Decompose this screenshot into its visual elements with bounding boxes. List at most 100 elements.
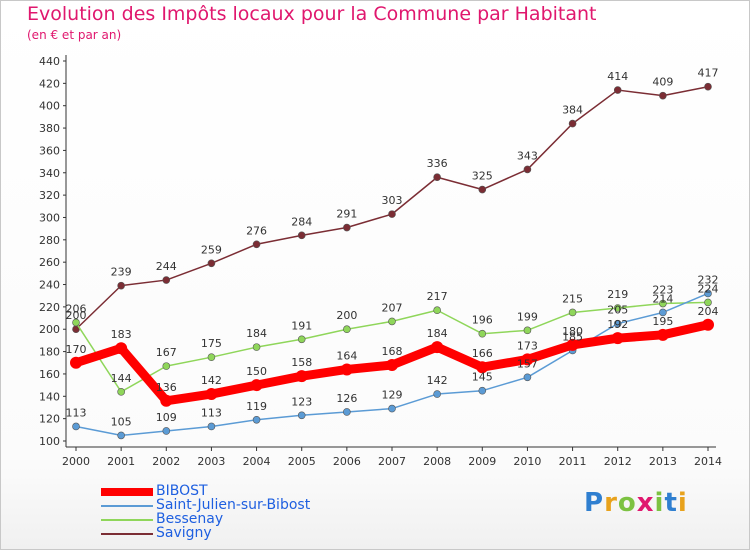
data-point-bibost (115, 342, 128, 355)
data-point-savigny (162, 276, 171, 284)
data-label-saint-julien-sur-bibost: 123 (291, 395, 312, 408)
data-point-saint-julien-sur-bibost (297, 411, 306, 420)
data-label-savigny: 284 (291, 215, 312, 228)
legend-label-saint-julien: Saint-Julien-sur-Bibost (156, 497, 311, 513)
data-point-bessenay (252, 343, 261, 351)
data-point-savigny (659, 91, 667, 100)
data-label-bibost: 183 (111, 328, 132, 341)
y-tick-label: 440 (39, 55, 60, 68)
x-tick-label: 2005 (288, 455, 316, 468)
data-label-bessenay: 191 (291, 319, 312, 332)
data-label-bessenay: 200 (336, 309, 357, 322)
data-label-bessenay: 206 (66, 303, 87, 316)
data-label-bibost: 173 (517, 339, 538, 352)
data-label-saint-julien-sur-bibost: 105 (111, 415, 132, 428)
legend-item-bibost: BIBOST (101, 483, 361, 499)
data-point-saint-julien-sur-bibost (704, 289, 712, 298)
data-point-savigny (478, 185, 487, 194)
data-point-bessenay (162, 362, 171, 370)
data-point-saint-julien-sur-bibost (659, 308, 667, 317)
data-point-savigny (433, 173, 441, 182)
data-point-saint-julien-sur-bibost (207, 422, 216, 431)
data-label-bibost: 184 (427, 327, 448, 340)
data-label-bessenay: 199 (517, 310, 538, 323)
legend-swatch-bibost (101, 488, 153, 496)
legend-swatch-savigny (101, 533, 153, 535)
data-label-saint-julien-sur-bibost: 157 (517, 357, 538, 370)
data-point-bibost (702, 318, 714, 331)
legend-label-bibost: BIBOST (156, 483, 208, 499)
legend-swatch-bessenay (101, 519, 153, 521)
data-label-bibost: 142 (201, 374, 222, 387)
data-label-bessenay: 223 (652, 284, 673, 297)
data-label-saint-julien-sur-bibost: 142 (427, 374, 448, 387)
data-label-bibost: 180 (562, 325, 583, 338)
x-tick-label: 2007 (378, 455, 406, 468)
data-point-bibost (340, 363, 353, 376)
data-point-savigny (297, 231, 306, 240)
y-tick-label: 400 (39, 100, 60, 113)
data-point-bessenay (613, 304, 622, 312)
data-label-bibost: 136 (156, 381, 177, 394)
data-label-saint-julien-sur-bibost: 113 (66, 406, 87, 419)
data-label-saint-julien-sur-bibost: 119 (246, 400, 267, 413)
data-label-savigny: 343 (517, 149, 538, 162)
x-tick-label: 2000 (62, 455, 90, 468)
data-point-bibost (250, 379, 263, 392)
data-label-saint-julien-sur-bibost: 126 (336, 392, 357, 405)
x-tick-label: 2004 (243, 455, 271, 468)
legend-label-bessenay: Bessenay (156, 511, 224, 527)
data-point-saint-julien-sur-bibost (388, 404, 396, 413)
data-point-savigny (117, 281, 125, 290)
data-point-bessenay (297, 335, 306, 344)
chart-title: Evolution des Impôts locaux pour la Comm… (27, 3, 597, 25)
data-label-bessenay: 167 (156, 346, 177, 359)
data-label-savigny: 384 (562, 104, 583, 117)
data-point-saint-julien-sur-bibost (117, 431, 125, 440)
data-point-savigny (388, 210, 396, 218)
data-label-savigny: 417 (698, 67, 719, 80)
data-label-saint-julien-sur-bibost: 145 (472, 371, 493, 384)
legend-item-bessenay: Bessenay (101, 511, 361, 527)
data-label-saint-julien-sur-bibost: 214 (652, 292, 673, 305)
x-tick-label: 2009 (468, 455, 496, 468)
data-point-savigny (613, 86, 622, 94)
chart-subtitle: (en € et par an) (27, 28, 122, 42)
data-point-savigny (568, 119, 577, 128)
x-tick-label: 2001 (107, 455, 135, 468)
y-tick-label: 340 (39, 167, 60, 180)
legend-label-savigny: Savigny (156, 525, 212, 541)
data-point-bibost (611, 332, 624, 345)
y-tick-label: 280 (39, 234, 60, 247)
data-point-bessenay (433, 306, 441, 315)
data-label-bibost: 195 (652, 315, 673, 328)
data-label-bessenay: 175 (201, 337, 222, 350)
y-tick-label: 260 (39, 256, 60, 269)
data-label-bessenay: 196 (472, 314, 493, 327)
data-label-savigny: 303 (382, 194, 403, 207)
y-tick-label: 120 (39, 413, 60, 426)
data-point-saint-julien-sur-bibost (433, 390, 441, 398)
data-point-bessenay (207, 353, 216, 361)
data-label-saint-julien-sur-bibost: 205 (607, 304, 628, 317)
data-label-savigny: 414 (607, 70, 628, 83)
x-tick-label: 2010 (513, 455, 541, 468)
data-label-savigny: 325 (472, 170, 493, 183)
data-label-savigny: 276 (246, 224, 267, 237)
data-point-bibost (70, 356, 82, 369)
data-label-bibost: 192 (607, 318, 628, 331)
data-point-saint-julien-sur-bibost (252, 415, 261, 424)
data-point-bessenay (659, 299, 667, 308)
data-point-bibost (295, 370, 308, 383)
data-label-bessenay: 215 (562, 292, 583, 305)
data-point-bessenay (478, 329, 487, 338)
y-tick-label: 220 (39, 301, 60, 314)
data-point-bibost (205, 388, 218, 401)
data-label-bibost: 164 (336, 349, 357, 362)
x-tick-label: 2002 (152, 455, 180, 468)
data-label-bessenay: 224 (698, 282, 719, 295)
y-tick-label: 300 (39, 211, 60, 224)
data-point-bessenay (523, 326, 532, 335)
y-tick-label: 140 (39, 390, 60, 403)
